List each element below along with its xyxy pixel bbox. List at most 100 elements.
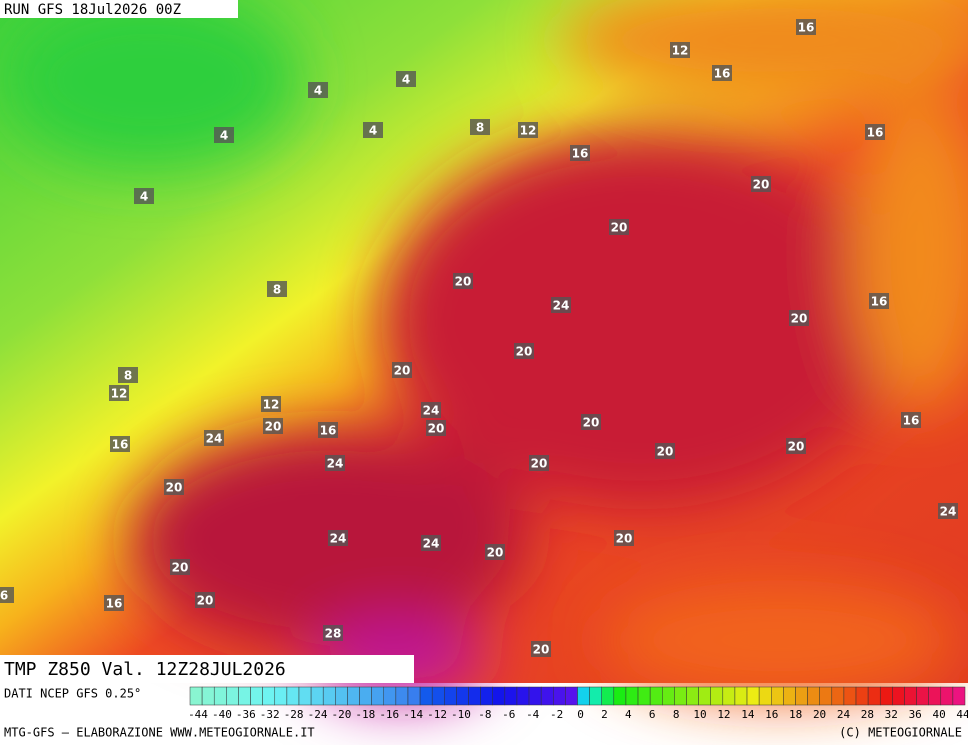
- label-bg: [110, 436, 130, 452]
- scale-label: 32: [885, 708, 898, 721]
- scale-swatch: [286, 686, 300, 706]
- header-box: [0, 0, 238, 18]
- contour-label: 16: [903, 414, 920, 428]
- label-bg: [470, 119, 490, 135]
- label-bg: [551, 297, 571, 313]
- contour-label: 24: [940, 505, 957, 519]
- label-bg: [514, 343, 534, 359]
- scale-label: -10: [451, 708, 471, 721]
- label-bg: [325, 455, 345, 471]
- scale-swatch: [528, 686, 542, 706]
- scale-swatch: [940, 686, 954, 706]
- scale-swatch: [662, 686, 675, 706]
- scale-swatch: [189, 686, 203, 706]
- label-bg: [529, 455, 549, 471]
- label-bg: [318, 422, 338, 438]
- scale-swatch: [540, 686, 554, 706]
- scale-swatch: [783, 686, 796, 706]
- label-bg: [614, 530, 634, 546]
- contour-label: 20: [788, 440, 805, 454]
- scale-swatch: [347, 686, 360, 706]
- scale-swatch: [456, 686, 469, 706]
- label-bg: [901, 412, 921, 428]
- contour-label: 12: [263, 398, 280, 412]
- scale-label: -14: [403, 708, 423, 721]
- scale-label: 24: [837, 708, 851, 721]
- label-bg: [195, 592, 215, 608]
- scale-swatch: [480, 686, 493, 706]
- label-bg: [938, 503, 958, 519]
- contour-label: 24: [423, 404, 440, 418]
- scale-swatch: [710, 686, 724, 706]
- label-bg: [328, 530, 348, 546]
- contour-label: 16: [798, 21, 815, 35]
- label-bg: [204, 430, 224, 446]
- scale-swatch: [613, 686, 627, 706]
- scale-swatch: [371, 686, 384, 706]
- scale-swatch: [310, 686, 324, 706]
- scale-label: -32: [260, 708, 280, 721]
- contour-label: 24: [206, 432, 223, 446]
- scale-swatch: [359, 686, 372, 706]
- scale-swatch: [577, 686, 590, 706]
- scale-swatch: [553, 686, 566, 706]
- scale-swatch: [904, 686, 917, 706]
- scale-swatch: [298, 686, 312, 706]
- contour-label: 20: [428, 422, 445, 436]
- scale-label: 40: [932, 708, 945, 721]
- label-bg: [751, 176, 771, 192]
- label-bg: [485, 544, 505, 560]
- scale-swatch: [226, 686, 239, 706]
- scale-swatch: [867, 686, 881, 706]
- contour-label: 20: [516, 345, 533, 359]
- contour-label: 20: [616, 532, 633, 546]
- scale-swatch: [916, 686, 929, 706]
- scale-swatch: [819, 686, 833, 706]
- scale-swatch: [201, 686, 215, 706]
- scale-swatch: [335, 686, 348, 706]
- scale-label: 6: [649, 708, 656, 721]
- scale-swatch: [504, 686, 518, 706]
- label-bg: [421, 535, 441, 551]
- label-bg: [655, 443, 675, 459]
- contour-label: 20: [172, 561, 189, 575]
- contour-label: 4: [314, 84, 322, 98]
- scale-label: -40: [212, 708, 232, 721]
- label-bg: [796, 19, 816, 35]
- scale-swatch: [407, 686, 421, 706]
- scale-label: 20: [813, 708, 826, 721]
- contour-label: 4: [140, 190, 148, 204]
- contour-label: 16: [871, 295, 888, 309]
- contour-label: 20: [583, 416, 600, 430]
- contour-label: 16: [714, 67, 731, 81]
- credit: MTG-GFS — ELABORAZIONE WWW.METEOGIORNALE…: [4, 726, 315, 740]
- label-bg: [609, 219, 629, 235]
- scale-swatch: [771, 686, 784, 706]
- scale-swatch: [649, 686, 663, 706]
- scale-swatch: [419, 686, 433, 706]
- scale-label: -8: [478, 708, 491, 721]
- source: DATI NCEP GFS 0.25°: [4, 687, 141, 701]
- label-bg: [392, 362, 412, 378]
- scale-label: -36: [236, 708, 256, 721]
- scale-label: -16: [379, 708, 399, 721]
- scale-label: 18: [789, 708, 802, 721]
- scale-swatch: [928, 686, 942, 706]
- scale-label: 44: [956, 708, 968, 721]
- scale-label: -12: [427, 708, 447, 721]
- contour-label: 4: [402, 73, 410, 87]
- scale-label: 28: [861, 708, 874, 721]
- label-bg: [789, 310, 809, 326]
- scale-swatch: [238, 686, 251, 706]
- label-bg: [453, 273, 473, 289]
- contour-label: 12: [672, 44, 689, 58]
- contour-label: 16: [112, 438, 129, 452]
- scale-swatch: [383, 686, 397, 706]
- scale-swatch: [807, 686, 820, 706]
- scale-swatch: [625, 686, 639, 706]
- label-bg: [0, 587, 14, 603]
- label-bg: [214, 127, 234, 143]
- scale-label: 16: [765, 708, 778, 721]
- contour-label: 20: [265, 420, 282, 434]
- label-bg: [421, 402, 441, 418]
